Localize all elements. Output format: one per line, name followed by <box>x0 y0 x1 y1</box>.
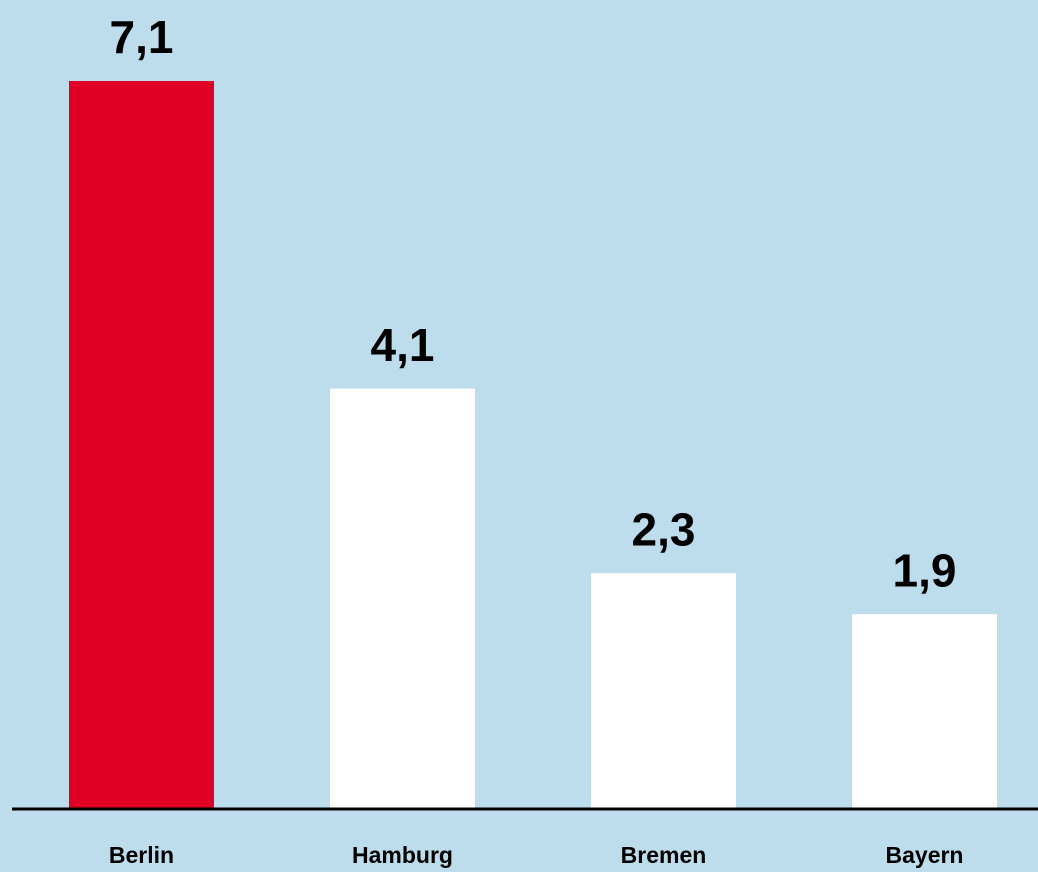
value-label: 4,1 <box>371 319 435 371</box>
x-tick-label: Berlin <box>109 842 174 868</box>
x-tick-label: Bremen <box>621 842 707 868</box>
x-tick-label: Bayern <box>886 842 964 868</box>
bar <box>69 81 214 809</box>
bar <box>591 573 736 809</box>
value-label: 7,1 <box>110 11 174 63</box>
bar <box>852 614 997 809</box>
bar <box>330 388 475 809</box>
x-tick-label: Hamburg <box>352 842 453 868</box>
value-label: 2,3 <box>632 503 696 555</box>
value-label: 1,9 <box>893 544 957 596</box>
